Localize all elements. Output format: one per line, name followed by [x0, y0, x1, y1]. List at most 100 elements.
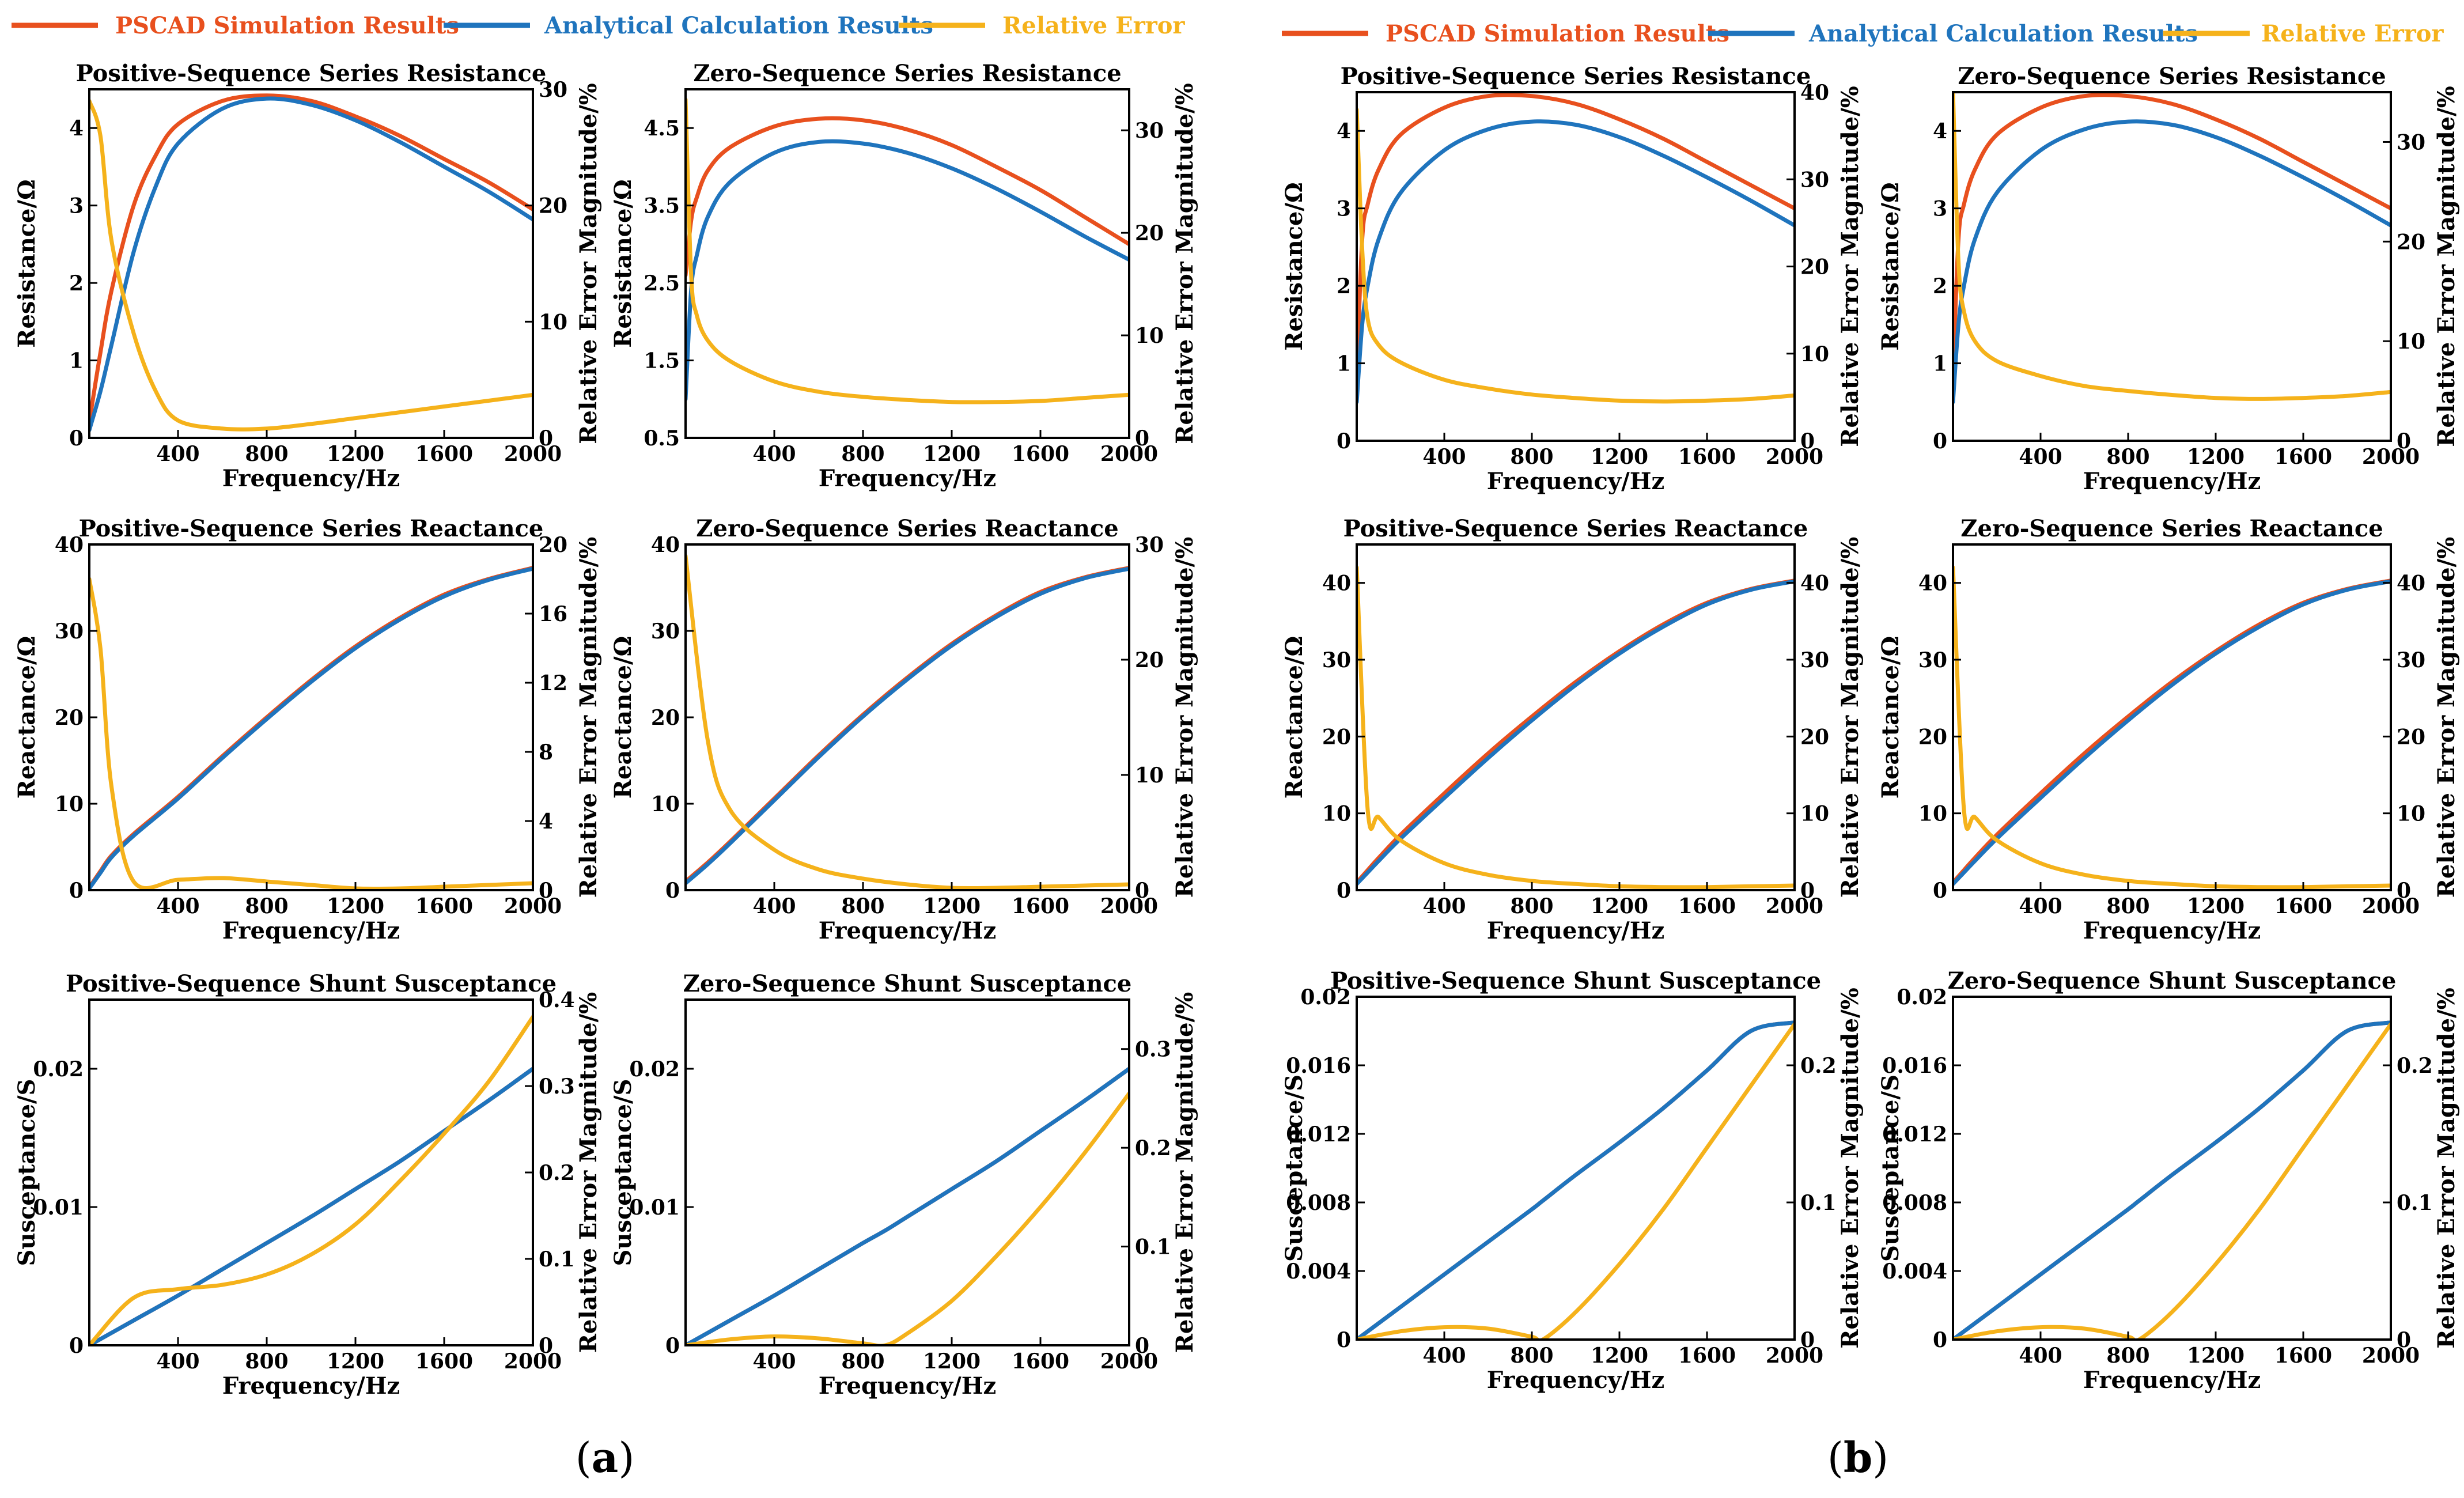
x-tick-label: 2000: [1766, 894, 1823, 918]
series-line-analytical: [1357, 1020, 1795, 1340]
x-axis-label: Frequency/Hz: [2083, 1367, 2261, 1394]
y2-tick-label: 0: [2397, 429, 2411, 453]
chart-a-2: 400 800 1200 1600 2000 0.5 1.5 2.5 3.5 4.5 0 10 20 30…: [610, 60, 1198, 492]
x-tick-label: 400: [752, 442, 796, 466]
y2-tick-label: 30: [2397, 648, 2425, 672]
y2-tick-label: 20: [1800, 255, 1829, 279]
series-group: [1357, 565, 1795, 890]
legend-label-error: Relative Error: [1002, 12, 1185, 39]
y-tick-label: 20: [1322, 725, 1351, 749]
x-axis-label: Frequency/Hz: [1487, 1367, 1665, 1394]
y2-tick-label: 40: [1800, 572, 1829, 596]
legend-label-analytical: Analytical Calculation Results: [544, 12, 933, 39]
y2-tick-label: 0.2: [2397, 1054, 2433, 1078]
x-tick-label: 400: [2019, 445, 2062, 469]
panel-label-a: (a): [576, 1433, 635, 1482]
y-axis-label: Susceptance/S: [13, 1079, 40, 1266]
x-tick-label: 1600: [1012, 442, 1069, 466]
y2-axis-label: Relative Error Magnitude/%: [2433, 537, 2460, 898]
plot-frame: [88, 998, 534, 1346]
chart-title: Zero-Sequence Shunt Susceptance: [683, 970, 1132, 997]
series-group: [1953, 565, 2391, 890]
plot-frame: [1356, 996, 1796, 1341]
series-line-pscad: [1357, 578, 1795, 885]
y-tick-label: 0: [69, 1334, 84, 1358]
x-tick-label: 1600: [2274, 445, 2332, 469]
y-tick-label: 10: [1322, 802, 1351, 826]
y-tick-label: 1: [1337, 352, 1351, 376]
chart-title: Zero-Sequence Shunt Susceptance: [1948, 967, 2397, 994]
y-tick-label: 0: [1337, 1328, 1351, 1352]
x-tick-label: 1200: [327, 442, 384, 466]
y2-axis-label: Relative Error Magnitude/%: [1171, 992, 1198, 1353]
y2-tick-label: 0.2: [1800, 1054, 1837, 1078]
y2-tick-label: 20: [1135, 648, 1164, 672]
series-line-analytical: [89, 1066, 533, 1345]
y-tick-label: 0: [1933, 1328, 1947, 1352]
y2-tick-label: 0.1: [1135, 1235, 1171, 1259]
y-tick-label: 0: [1933, 879, 1947, 903]
y2-tick-label: 30: [1800, 648, 1829, 672]
x-tick-label: 1600: [2274, 894, 2332, 918]
x-tick-label: 800: [2106, 894, 2149, 918]
y2-tick-label: 12: [539, 671, 567, 695]
chart-b-3: 400 800 1200 1600 2000010203040010203040Posi…: [1281, 515, 1864, 944]
series-line-error: [1953, 92, 2391, 401]
x-tick-label: 400: [2019, 1344, 2062, 1368]
plot-frame: [1356, 91, 1796, 442]
y-tick-label: 30: [651, 619, 680, 644]
y-tick-label: 3: [1933, 197, 1947, 221]
x-tick-label: 1200: [923, 1349, 981, 1374]
series-line-analytical: [686, 1066, 1129, 1345]
y-axis-label: Reactance/Ω: [610, 636, 637, 799]
x-tick-label: 2000: [1100, 442, 1158, 466]
y-tick-label: 4: [69, 116, 84, 141]
y2-tick-label: 10: [2397, 330, 2425, 354]
x-tick-label: 400: [156, 442, 199, 466]
series-group: [89, 1015, 533, 1345]
series-group: [89, 93, 533, 433]
series-line-error: [1357, 565, 1795, 890]
x-tick-label: 2000: [1766, 445, 1823, 469]
y-tick-label: 20: [55, 706, 84, 730]
y2-tick-label: 10: [1800, 342, 1829, 366]
series-line-error: [686, 1091, 1129, 1345]
y-tick-label: 0.004: [1882, 1259, 1947, 1284]
plot-frame: [684, 998, 1130, 1346]
x-tick-label: 2000: [2362, 1344, 2420, 1368]
y-tick-label: 3: [69, 194, 84, 218]
y-tick-label: 40: [55, 533, 84, 557]
y-tick-label: 40: [1322, 572, 1351, 596]
series-line-error: [686, 97, 1129, 404]
series-line-pscad: [686, 116, 1129, 278]
series-line-analytical: [686, 566, 1129, 886]
y-tick-label: 10: [55, 792, 84, 816]
chart-a-5: 400 800 1200 1600 200000.010.0200.10.20.30.4…: [13, 970, 602, 1399]
x-tick-label: 2000: [2362, 445, 2420, 469]
panel-label-b-close: ): [1872, 1433, 1888, 1482]
x-tick-label: 800: [841, 442, 884, 466]
series-line-error: [1953, 565, 2391, 890]
chart-title: Positive-Sequence Series Resistance: [76, 60, 547, 87]
chart-a-4: 400 800 1200 1600 20000102030400102030Zero-S…: [610, 515, 1198, 944]
y-axis-label: Susceptance/S: [1281, 1075, 1308, 1262]
y2-axis-label: Relative Error Magnitude/%: [2433, 86, 2460, 447]
y-tick-label: 30: [55, 619, 84, 644]
y-tick-label: 2: [1337, 274, 1351, 298]
y2-tick-label: 0: [539, 1334, 553, 1358]
chart-b-1: 400 800 1200 1600 200001234010203040Positive…: [1281, 63, 1864, 495]
charts: 400 800 1200 1600 2000012340102030Positive-S…: [13, 60, 2460, 1399]
y-tick-label: 4: [1337, 119, 1351, 143]
y-tick-label: 0.02: [1897, 985, 1947, 1009]
plot-frame: [1952, 91, 2392, 442]
y2-axis-label: Relative Error Magnitude/%: [575, 537, 602, 898]
chart-b-4: 400 800 1200 1600 2000010203040010203040Zero…: [1877, 515, 2460, 944]
y2-tick-label: 10: [2397, 802, 2425, 826]
y-tick-label: 2.5: [644, 271, 680, 296]
y2-tick-label: 10: [1135, 763, 1164, 788]
chart-title: Positive-Sequence Shunt Susceptance: [66, 970, 557, 997]
y-axis-label: Resistance/Ω: [1877, 182, 1904, 350]
series-line-analytical: [1357, 119, 1795, 404]
y-axis-label: Susceptance/S: [1877, 1075, 1904, 1262]
x-tick-label: 2000: [504, 894, 562, 918]
